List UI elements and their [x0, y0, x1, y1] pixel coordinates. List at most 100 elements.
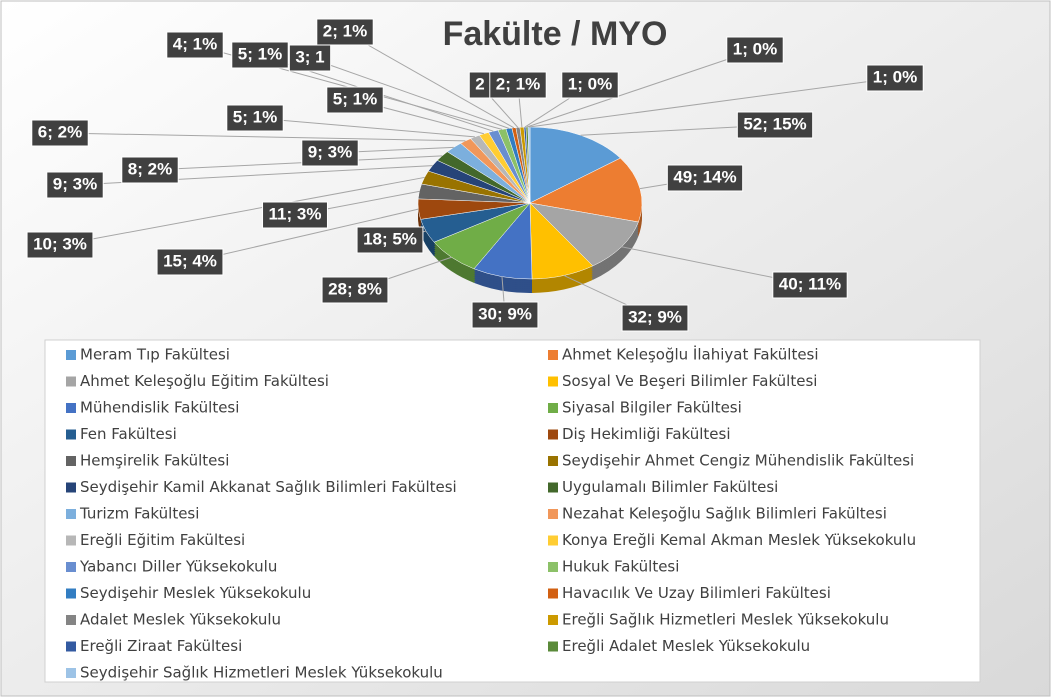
- legend-swatch: [66, 456, 76, 466]
- data-label-box: [726, 36, 784, 64]
- data-label-box: [31, 119, 89, 147]
- data-label-box: [736, 111, 814, 139]
- legend-swatch: [66, 429, 76, 440]
- data-label: 9; 3%: [308, 142, 352, 161]
- legend-label: Seydişehir Sağlık Hizmetleri Meslek Yüks…: [80, 664, 443, 682]
- legend-label: Nezahat Keleşoğlu Sağlık Bilimleri Fakül…: [562, 505, 887, 523]
- legend-label: Ahmet Keleşoğlu İlahiyat Fakültesi: [562, 345, 819, 364]
- data-label-box: [288, 44, 332, 72]
- data-label: 2; 1%: [323, 21, 367, 40]
- legend-box: [44, 339, 981, 683]
- legend-label: Turizm Fakültesi: [79, 505, 199, 523]
- data-label-box: [231, 41, 289, 69]
- data-label: 15; 4%: [163, 251, 217, 270]
- legend-swatch: [66, 482, 76, 493]
- data-label: 52; 15%: [743, 114, 806, 133]
- data-label-box: [471, 301, 539, 329]
- legend-swatch: [548, 509, 558, 519]
- data-label: 6; 2%: [38, 122, 82, 141]
- data-label-box: [301, 139, 359, 167]
- data-label: 10; 3%: [33, 234, 87, 253]
- legend-label: Mühendislik Fakültesi: [80, 399, 239, 417]
- legend-label: Diş Hekimliği Fakültesi: [562, 425, 731, 443]
- legend-swatch: [548, 641, 558, 652]
- legend-swatch: [548, 376, 558, 387]
- data-label: 28; 8%: [328, 279, 382, 298]
- data-label: 49; 14%: [673, 167, 736, 186]
- data-label: 2; 1%: [496, 74, 540, 93]
- legend-label: Meram Tıp Fakültesi: [80, 346, 230, 364]
- legend-swatch: [66, 588, 76, 599]
- legend-swatch: [66, 403, 76, 413]
- legend-swatch: [548, 588, 558, 599]
- data-label: 8; 2%: [128, 159, 172, 178]
- data-label-box: [26, 231, 94, 259]
- legend-swatch: [66, 562, 76, 572]
- data-label: 3; 1: [295, 47, 324, 66]
- data-label-box: [316, 18, 374, 46]
- leader-line: [526, 49, 756, 128]
- data-label: 2: [475, 74, 484, 93]
- data-label-box: [866, 64, 924, 92]
- legend-label: Uygulamalı Bilimler Fakültesi: [562, 478, 778, 496]
- legend-label: Ereğli Ziraat Fakültesi: [80, 637, 242, 655]
- legend-swatch: [66, 535, 76, 546]
- data-label: 9; 3%: [53, 174, 97, 193]
- legend-label: Seydişehir Kamil Akkanat Sağlık Bilimler…: [80, 478, 457, 496]
- leader-line: [59, 176, 425, 246]
- legend-label: Adalet Meslek Yüksekokulu: [80, 611, 281, 629]
- legend-label: Hemşirelik Fakültesi: [80, 452, 229, 470]
- leader-line: [149, 155, 443, 171]
- leader-line: [189, 208, 419, 263]
- legend-label: Siyasal Bilgiler Fakültesi: [562, 399, 742, 417]
- data-label-box: [666, 164, 744, 192]
- legend-swatch: [548, 562, 558, 572]
- slice: [529, 202, 639, 267]
- legend-label: Konya Ereğli Kemal Akman Meslek Yüksekok…: [562, 531, 916, 549]
- data-label-box: [621, 304, 689, 332]
- data-label-box: [262, 201, 328, 229]
- legend-swatch: [548, 350, 558, 360]
- data-label-box: [226, 104, 284, 132]
- legend-label: Yabancı Diller Yüksekokulu: [79, 558, 277, 576]
- legend-swatch: [548, 615, 558, 625]
- data-label-box: [121, 156, 179, 184]
- legend-label: Ereğli Adalet Meslek Yüksekokulu: [562, 637, 810, 655]
- legend-label: Seydişehir Ahmet Cengiz Mühendislik Fakü…: [562, 452, 914, 470]
- legend-label: Havacılık Ve Uzay Bilimleri Fakültesi: [562, 584, 831, 602]
- data-label-box: [46, 171, 104, 199]
- data-label-box: [489, 71, 547, 99]
- legend-label: Sosyal Ve Beşeri Bilimler Fakültesi: [562, 372, 817, 390]
- data-label-box: [561, 71, 619, 99]
- data-label: 1; 0%: [568, 74, 612, 93]
- data-label-box: [156, 248, 224, 276]
- data-label-box: [321, 276, 389, 304]
- legend-swatch: [66, 668, 76, 678]
- legend-swatch: [548, 403, 558, 413]
- legend-swatch: [548, 429, 558, 440]
- legend-swatch: [66, 615, 76, 625]
- legend-label: Ahmet Keleşoğlu Eğitim Fakültesi: [80, 372, 329, 390]
- data-label: 1; 0%: [873, 67, 917, 86]
- data-label-box: [356, 226, 424, 254]
- chart-title: Fakülte / MYO: [443, 15, 668, 53]
- data-label-box: [326, 86, 384, 114]
- data-label: 32; 9%: [628, 307, 682, 326]
- leader-line: [309, 57, 510, 129]
- data-label: 40; 11%: [779, 274, 841, 293]
- leader-line: [59, 132, 466, 142]
- data-label: 1; 0%: [733, 39, 777, 58]
- legend-label: Ereğli Eğitim Fakültesi: [80, 531, 245, 549]
- legend-swatch: [548, 456, 558, 466]
- leader-line: [344, 31, 515, 129]
- legend-swatch: [66, 376, 76, 387]
- legend-swatch: [66, 350, 76, 360]
- data-label: 11; 3%: [269, 204, 322, 223]
- data-label: 5; 1%: [333, 89, 377, 108]
- legend-swatch: [548, 535, 558, 546]
- data-label: 4; 1%: [173, 34, 217, 53]
- data-label: 18; 5%: [363, 229, 417, 248]
- data-label: 5; 1%: [238, 44, 282, 63]
- data-label: 5; 1%: [233, 107, 277, 126]
